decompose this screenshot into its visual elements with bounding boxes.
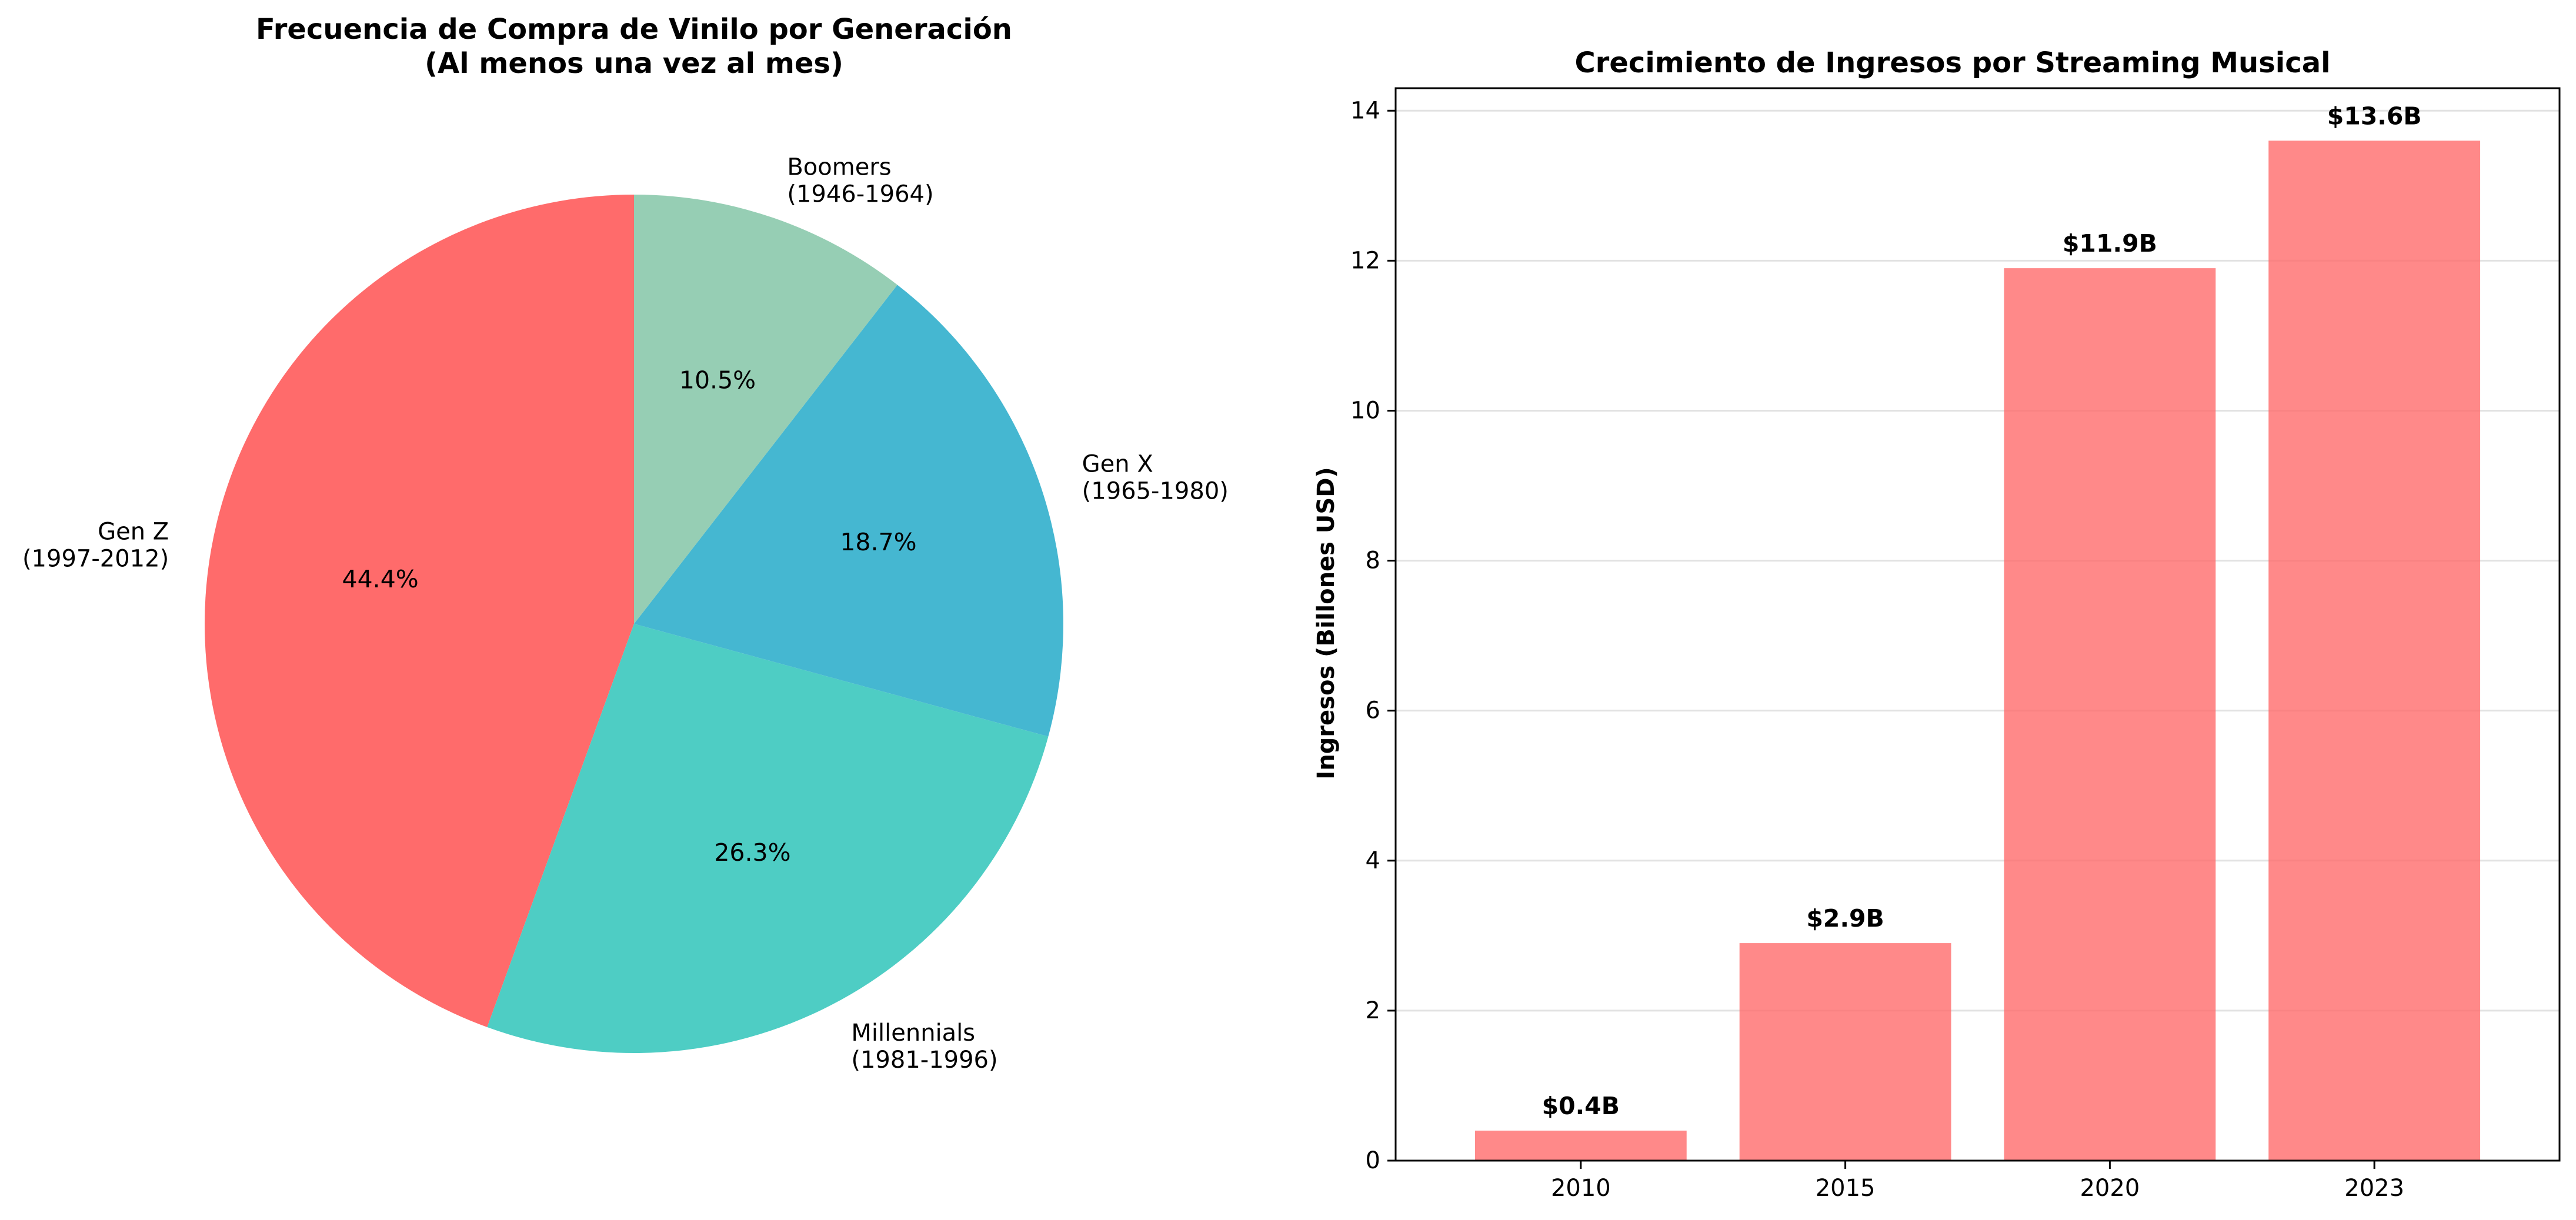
bar-series (1474, 141, 2481, 1161)
bar-plot-frame (1394, 87, 2561, 1162)
x-tick-label-2010: 2010 (1551, 1175, 1611, 1202)
bar-2010 (1474, 1130, 1687, 1161)
bar-value-label-2023: $13.6B (2327, 102, 2422, 130)
bar-value-label-2020: $11.9B (2063, 229, 2157, 258)
pie-labels: 44.4% Gen Z (1997-2012) 26.3% Millennials (19… (22, 153, 1229, 1074)
pie-label-gen-z: Gen Z (1997-2012) (22, 519, 169, 573)
pie-subtitle: (Al menos una vez al mes) (425, 47, 843, 80)
pie-slice-millennials (487, 624, 1049, 1053)
y-tick-label-4: 4 (1366, 847, 1380, 874)
pie-percent-boomers: 10.5% (679, 366, 756, 395)
pie-percent-gen-x: 18.7% (840, 528, 916, 556)
bar-chart: Crecimiento de Ingresos por Streaming Mu… (1313, 46, 2561, 1202)
pie-title: Frecuencia de Compra de Vinilo por Gener… (256, 13, 1012, 46)
x-tick-label-2020: 2020 (2080, 1175, 2140, 1202)
pie-slice-boomers (634, 195, 897, 624)
pie-label-millennials: Millennials (1981-1996) (851, 1020, 997, 1074)
pie-percent-gen-z: 44.4% (342, 565, 419, 593)
y-tick-label-2: 2 (1366, 997, 1380, 1024)
pie-slices (205, 195, 1064, 1053)
y-tick-label-8: 8 (1366, 547, 1380, 574)
y-tick-label-6: 6 (1366, 697, 1380, 724)
y-tick-label-12: 12 (1350, 247, 1380, 274)
bar-title: Crecimiento de Ingresos por Streaming Mu… (1574, 46, 2330, 79)
bar-labels: 0 2 4 6 8 10 12 14 $0.4B 2010 $2.9B 2015 $11.9B 2020 $… (1350, 97, 2422, 1202)
pie-chart: Frecuencia de Compra de Vinilo por Gener… (22, 13, 1229, 1074)
x-tick-label-2023: 2023 (2344, 1175, 2404, 1202)
pie-label-gen-x: Gen X (1965-1980) (1082, 451, 1229, 505)
bar-2020 (2004, 268, 2216, 1161)
pie-label-boomers: Boomers (1946-1964) (787, 153, 933, 208)
bar-axes (1387, 87, 2561, 1169)
y-tick-label-10: 10 (1350, 397, 1380, 424)
bar-2015 (1739, 943, 1951, 1161)
x-tick-label-2015: 2015 (1816, 1175, 1876, 1202)
pie-percent-millennials: 26.3% (714, 838, 790, 867)
y-axis-label: Ingresos (Billones USD) (1313, 467, 1340, 779)
pie-slice-gen-z (205, 195, 634, 1027)
bar-value-label-2015: $2.9B (1806, 904, 1884, 932)
bar-2023 (2268, 141, 2481, 1161)
pie-slice-gen-x (634, 285, 1064, 737)
y-tick-label-0: 0 (1366, 1147, 1380, 1174)
y-tick-label-14: 14 (1350, 97, 1380, 124)
bar-value-label-2010: $0.4B (1542, 1092, 1620, 1120)
